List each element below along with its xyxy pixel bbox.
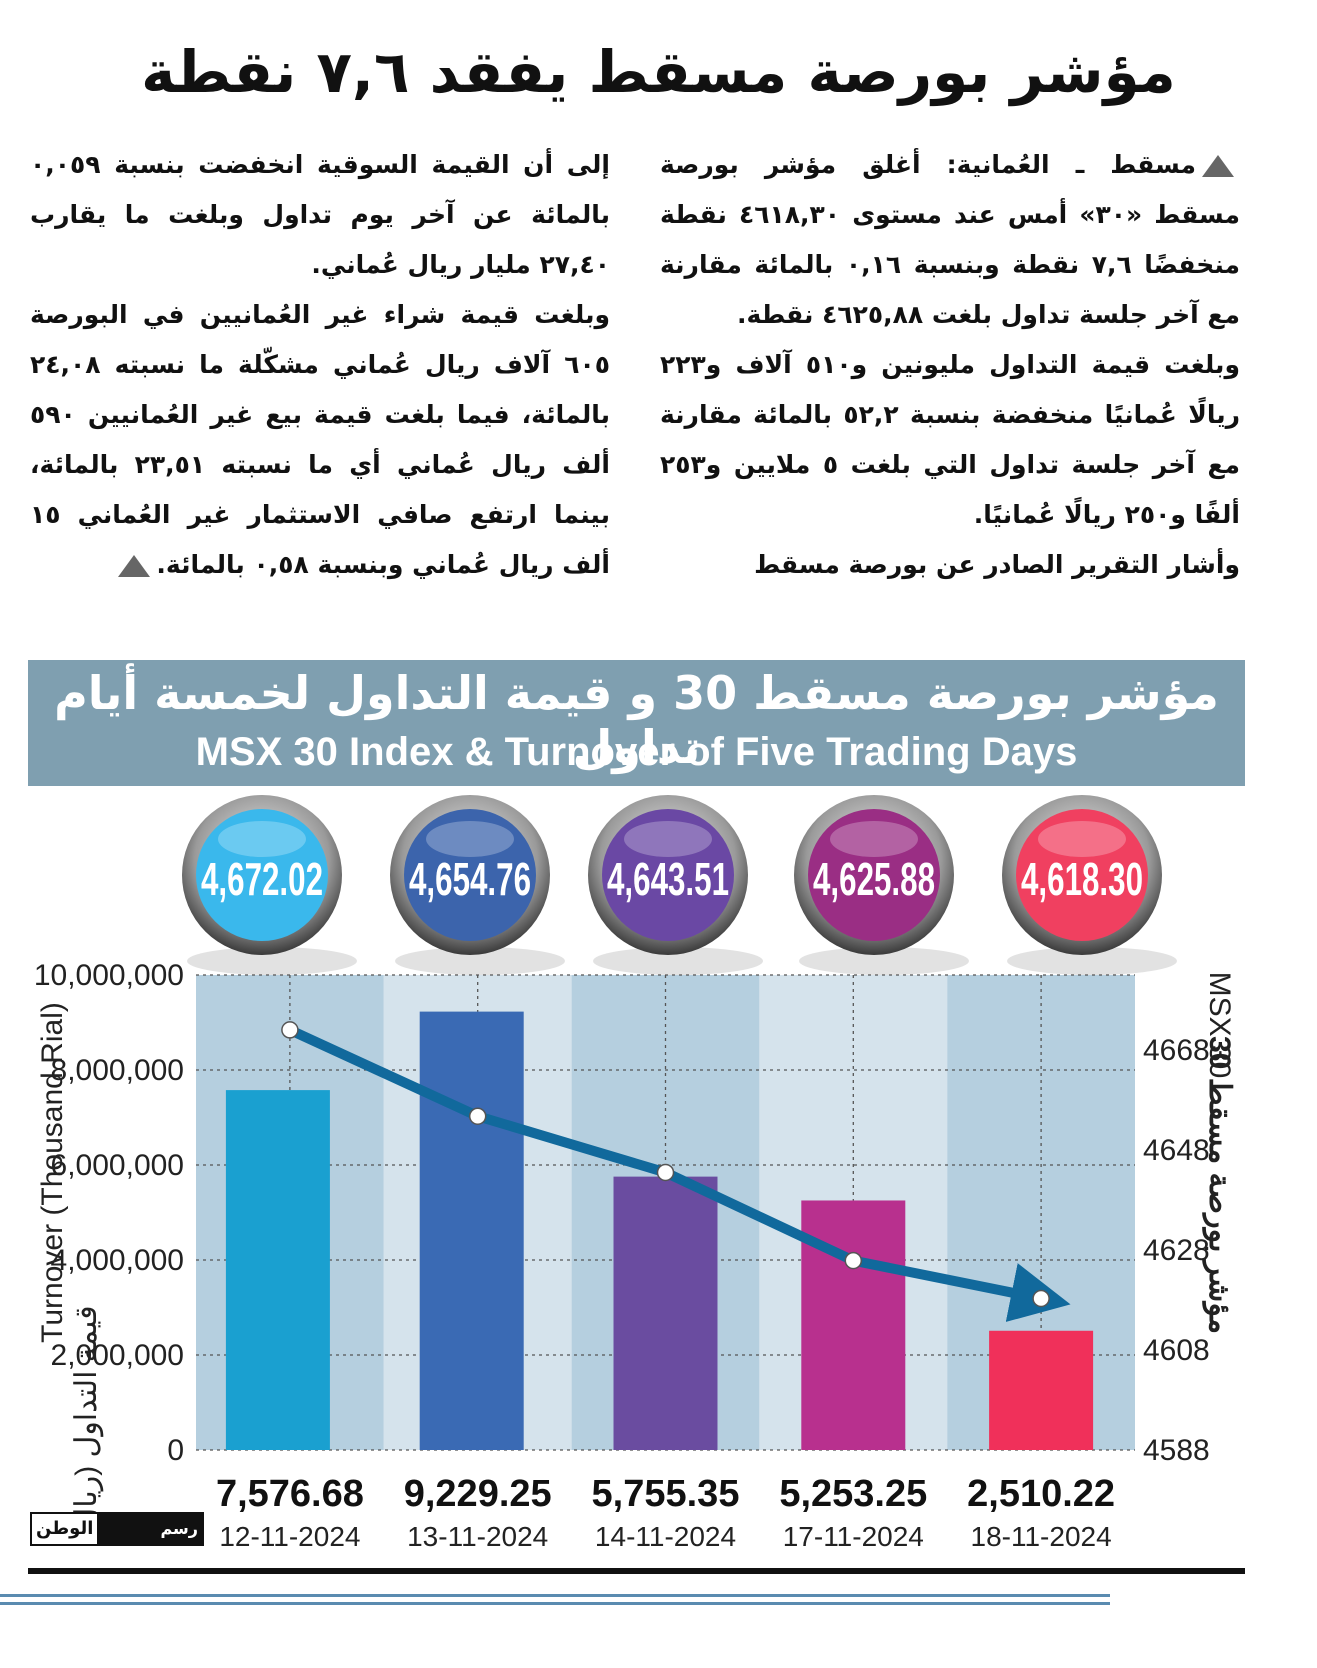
right-axis-tick: 4668 <box>1143 1034 1210 1067</box>
bottom-accent-rule <box>0 1594 1110 1597</box>
bubble-highlight <box>624 821 712 857</box>
date-label: 12-11-2024 <box>219 1521 360 1552</box>
date-label: 13-11-2024 <box>407 1521 548 1552</box>
turnover-bar <box>801 1200 906 1450</box>
turnover-bar <box>419 1011 524 1450</box>
bubble-highlight <box>426 821 514 857</box>
left-axis-tick: 8,000,000 <box>51 1054 184 1087</box>
right-axis-tick: 4628 <box>1143 1234 1210 1267</box>
chart-title-banner: مؤشر بورصة مسقط 30 و قيمة التداول لخمسة … <box>28 660 1245 786</box>
bubble-shadow <box>593 947 763 975</box>
headline: مؤشر بورصة مسقط يفقد ٧,٦ نقطة <box>141 38 1177 106</box>
date-label: 17-11-2024 <box>783 1521 924 1552</box>
left-axis-title-ar: قيمة التداول (ريال) <box>70 1305 104 1539</box>
bubble-highlight <box>1038 821 1126 857</box>
bubble-highlight <box>218 821 306 857</box>
turnover-bar <box>225 1090 330 1450</box>
turnover-value-label: 9,229.25 <box>404 1473 552 1515</box>
date-label: 14-11-2024 <box>595 1521 736 1552</box>
date-label: 18-11-2024 <box>971 1521 1112 1552</box>
turnover-value-label: 2,510.22 <box>967 1473 1115 1515</box>
msx30-point <box>468 1107 487 1125</box>
right-axis-tick: 4608 <box>1143 1334 1210 1367</box>
index-bubble <box>1016 809 1148 941</box>
sail-logo-icon <box>118 555 151 577</box>
bubble-shadow <box>799 947 969 975</box>
index-value-label: 4,618.30 <box>1021 853 1143 905</box>
msx30-point <box>656 1163 675 1182</box>
bubble-shadow <box>395 947 565 975</box>
credit-paper: الوطن <box>30 1512 100 1546</box>
turnover-value-label: 5,755.35 <box>592 1473 740 1515</box>
turnover-bar <box>989 1330 1094 1450</box>
credit-logo: الوطن رسم وتصميم <box>30 1512 204 1572</box>
msx30-point <box>844 1251 863 1270</box>
index-bubble <box>196 809 328 941</box>
index-value-label: 4,643.51 <box>607 853 729 905</box>
article-paragraph: مسقط ـ العُمانية: أغلق مؤشر بورصة مسقط «… <box>660 150 1240 329</box>
sail-logo-icon <box>1202 155 1234 177</box>
turnover-value-label: 5,253.25 <box>779 1473 927 1515</box>
article-right-column: مسقط ـ العُمانية: أغلق مؤشر بورصة مسقط «… <box>660 140 1240 590</box>
left-axis-tick: 2,000,000 <box>51 1339 184 1372</box>
left-axis-tick: 10,000,000 <box>34 959 184 992</box>
bubble-shadow <box>187 947 357 975</box>
right-axis-tick: 4588 <box>1143 1434 1210 1467</box>
index-value-label: 4,625.88 <box>813 853 935 905</box>
msx30-point <box>1032 1289 1050 1308</box>
left-axis-tick: 0 <box>167 1434 184 1467</box>
bottom-accent-rule <box>0 1602 1110 1605</box>
right-axis-title-ar: مؤشر بورصة مسقط 30 <box>1202 1036 1236 1334</box>
left-axis-tick: 6,000,000 <box>51 1149 184 1182</box>
left-axis-title: Turnover (Thousand Rial) <box>36 1002 69 1343</box>
turnover-value-label: 7,576.68 <box>216 1473 364 1515</box>
article-paragraph: وأشار التقرير الصادر عن بورصة مسقط <box>754 550 1240 579</box>
index-bubble <box>808 809 940 941</box>
index-value-label: 4,672.02 <box>201 853 323 905</box>
credit-design: رسم وتصميم <box>99 1512 204 1572</box>
msx30-point <box>281 1021 299 1039</box>
bubble-shadow <box>1007 947 1177 975</box>
index-value-label: 4,654.76 <box>409 853 531 905</box>
index-bubble <box>404 809 536 941</box>
article-paragraph: إلى أن القيمة السوقية انخفضت بنسبة ٠,٠٥٩… <box>30 150 610 279</box>
right-axis-title: MSX 30 <box>1203 972 1236 1079</box>
bubble-highlight <box>830 821 918 857</box>
index-bubble <box>602 809 734 941</box>
bottom-rule <box>28 1568 1245 1574</box>
turnover-bar <box>613 1176 718 1450</box>
article-paragraph: وبلغت قيمة التداول مليونين و٥١٠ آلاف و٢٢… <box>660 350 1241 529</box>
article-left-column: إلى أن القيمة السوقية انخفضت بنسبة ٠,٠٥٩… <box>30 140 610 590</box>
left-axis-tick: 4,000,000 <box>51 1244 184 1277</box>
chart-title-en: MSX 30 Index & Turnover of Five Trading … <box>195 730 1078 774</box>
right-axis-tick: 4648 <box>1143 1134 1210 1167</box>
chart-title-ar: مؤشر بورصة مسقط 30 و قيمة التداول لخمسة … <box>54 666 1219 774</box>
article-paragraph: وبلغت قيمة شراء غير العُمانيين في البورص… <box>30 300 610 579</box>
